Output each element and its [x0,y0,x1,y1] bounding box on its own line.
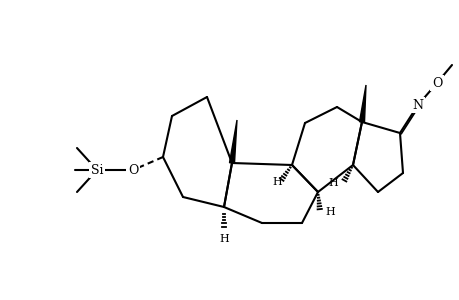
Text: Si: Si [90,164,103,176]
Polygon shape [359,85,365,122]
Polygon shape [229,120,236,163]
Text: H: H [218,234,229,244]
Text: H: H [272,177,281,187]
Text: N: N [412,98,423,112]
Text: O: O [128,164,138,176]
Text: H: H [328,178,337,188]
Text: O: O [431,76,441,89]
Text: H: H [325,207,334,217]
